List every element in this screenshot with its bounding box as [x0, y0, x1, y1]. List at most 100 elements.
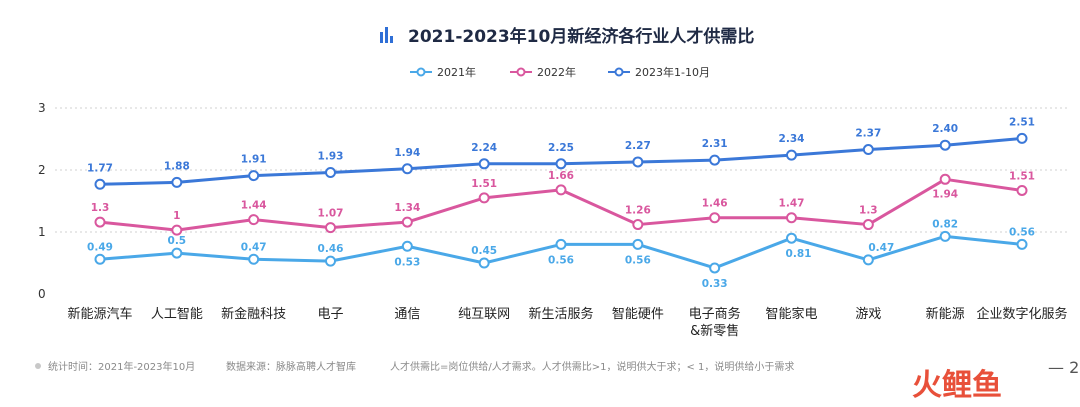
data-point: [632, 238, 644, 250]
data-point: [171, 176, 183, 188]
data-label: 0.81: [786, 248, 812, 260]
data-point: [709, 154, 721, 166]
data-point: [1016, 238, 1028, 250]
data-point: [939, 139, 951, 151]
data-label: 2.37: [855, 128, 881, 140]
data-point: [248, 170, 260, 182]
x-tick-label: 人工智能: [151, 307, 203, 322]
data-point: [862, 254, 874, 266]
data-label: 1.46: [702, 198, 728, 210]
data-label: 0.56: [548, 254, 574, 266]
legend-marker: [516, 67, 526, 77]
data-label: 1.51: [471, 178, 497, 190]
data-point: [786, 149, 797, 161]
data-label: 1.34: [394, 202, 420, 214]
data-label: 2.31: [702, 138, 728, 150]
footer-stat-time: 统计时间：2021年-2023年10月: [48, 360, 195, 373]
data-label: 0.5: [168, 235, 187, 247]
data-label: 0.82: [932, 218, 958, 230]
data-label: 1: [173, 210, 180, 222]
data-label: 0.33: [702, 278, 728, 290]
data-label: 1.94: [394, 147, 420, 159]
data-point: [171, 247, 183, 259]
data-label: 1.91: [241, 154, 267, 166]
data-label: 2.51: [1009, 116, 1035, 128]
data-point: [401, 240, 413, 252]
data-point: [401, 163, 413, 175]
data-point: [171, 224, 183, 236]
legend-marker: [614, 67, 624, 77]
data-label: 1.88: [164, 160, 190, 172]
data-point: [325, 222, 336, 234]
data-point: [709, 262, 721, 274]
data-label: 0.49: [87, 241, 113, 253]
x-tick-label: 通信: [394, 307, 420, 322]
data-point: [939, 173, 951, 185]
data-label: 2.24: [471, 142, 497, 154]
data-label: 1.26: [625, 205, 651, 217]
x-tick-label: 智能家电: [765, 306, 817, 322]
data-point: [939, 230, 951, 242]
data-point: [478, 158, 490, 170]
data-label: 1.07: [318, 208, 344, 220]
chart-title: 2021-2023年10月新经济各行业人才供需比: [408, 26, 754, 47]
x-tick-label: 新能源: [926, 306, 965, 322]
x-tick-label: 新能源汽车: [67, 306, 132, 322]
data-label: 1.47: [779, 198, 805, 210]
data-point: [325, 255, 336, 267]
x-axis-ticks: 新能源汽车 人工智能 新金融科技 电子 通信 纯互联网 新生活服务 智能硬件 电子商务&新零售 智…: [67, 306, 1067, 339]
data-label: 0.47: [868, 242, 894, 254]
page-number: — 2: [1048, 358, 1079, 377]
x-tick-label: 新生活服务: [528, 306, 593, 322]
legend: 2021年 2022年 2023年1-10月: [410, 65, 710, 79]
data-point: [786, 212, 797, 224]
legend-marker: [416, 67, 426, 77]
footer-note: 人才供需比=岗位供给/人才需求。人才供需比>1，说明供大于求；< 1，说明供给小…: [390, 360, 794, 373]
data-label: 0.56: [625, 254, 651, 266]
data-label: 1.93: [318, 150, 344, 162]
data-point: [401, 216, 413, 228]
title-bar-icon: [380, 27, 393, 43]
y-tick-label: 3: [38, 101, 46, 115]
data-point: [94, 178, 106, 190]
data-point: [325, 166, 336, 178]
x-tick-label: 电子商务&新零售: [689, 306, 741, 339]
data-label: 1.94: [932, 188, 958, 200]
y-tick-label: 1: [38, 225, 46, 239]
y-tick-label: 0: [38, 287, 46, 301]
data-point: [478, 192, 490, 204]
data-label: 0.45: [471, 245, 497, 257]
data-label: 0.46: [318, 243, 344, 255]
x-tick-label: 游戏: [855, 307, 881, 322]
data-label: 2.34: [779, 133, 805, 145]
series-group: 0.49 0.5 0.47 0.46 0.53 0.45 0.56 0.56 0.33 0.81 0…: [87, 116, 1035, 290]
footer-bullet-icon: [35, 363, 41, 369]
data-point: [862, 219, 874, 231]
x-tick-label: 纯互联网: [458, 307, 510, 322]
data-label: 1.77: [87, 162, 113, 174]
legend-label: 2021年: [437, 65, 476, 79]
y-axis-ticks: 0 1 2 3: [38, 101, 46, 301]
data-label: 0.56: [1009, 226, 1035, 238]
data-label: 1.3: [859, 205, 878, 217]
data-point: [862, 144, 874, 156]
data-label: 0.47: [241, 241, 267, 253]
data-point: [555, 158, 567, 170]
data-point: [248, 214, 260, 226]
legend-label: 2023年1-10月: [635, 65, 710, 79]
data-point: [94, 216, 106, 228]
x-tick-label: 电子: [317, 307, 343, 322]
data-label: 0.53: [394, 256, 420, 268]
data-point: [555, 238, 567, 250]
data-point: [632, 219, 644, 231]
data-point: [1016, 184, 1028, 196]
data-label: 2.27: [625, 140, 651, 152]
data-point: [632, 156, 644, 168]
data-point: [248, 253, 260, 265]
data-label: 1.66: [548, 170, 574, 182]
x-tick-label: 智能硬件: [612, 307, 664, 322]
data-label: 1.44: [241, 200, 267, 212]
x-tick-label: 新金融科技: [221, 306, 286, 322]
data-point: [555, 184, 567, 196]
